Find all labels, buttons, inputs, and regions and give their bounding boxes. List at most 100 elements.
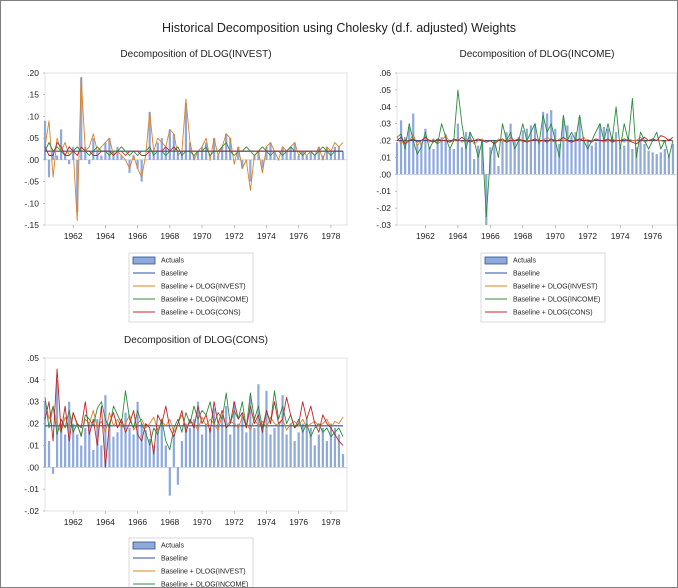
actuals-bar	[333, 427, 337, 468]
legend: Actuals Baseline Baseline + DLOG(INVEST) Ba…	[128, 537, 254, 588]
actuals-bar	[72, 423, 75, 468]
actuals-bar	[245, 432, 248, 468]
legend-entry-label: Baseline	[161, 271, 188, 278]
actuals-bar	[241, 159, 244, 169]
actuals-bar	[615, 132, 618, 175]
x-tick-label: 1966	[128, 517, 147, 527]
y-tick-label: .06	[379, 68, 391, 78]
actuals-bar	[273, 151, 276, 160]
actuals-bar	[550, 110, 553, 175]
actuals-bar	[590, 145, 593, 175]
y-tick-label: .00	[27, 155, 39, 165]
actuals-bar	[88, 423, 91, 468]
actuals-bar	[412, 113, 415, 175]
actuals-bar	[84, 427, 87, 468]
x-tick-label: 1966	[481, 231, 500, 241]
actuals-bar	[249, 397, 252, 468]
actuals-bar	[221, 146, 224, 160]
actuals-bar	[293, 441, 296, 468]
y-tick-label: .15	[27, 90, 39, 100]
actuals-bar	[156, 427, 159, 468]
legend-box	[480, 252, 606, 323]
actuals-bar	[281, 146, 284, 160]
actuals-bar	[285, 151, 288, 160]
actuals-bar	[43, 120, 47, 160]
actuals-bar	[448, 149, 451, 175]
actuals-bar	[464, 132, 468, 175]
actuals-bar	[546, 113, 549, 175]
actuals-bar	[144, 159, 147, 161]
actuals-bar	[261, 423, 264, 468]
figure-title: Historical Decomposition using Cholesky …	[161, 21, 517, 35]
actuals-bar	[610, 137, 614, 175]
actuals-bar	[120, 155, 123, 160]
actuals-bar	[116, 146, 119, 160]
actuals-bar	[420, 142, 423, 175]
actuals-bar	[505, 132, 508, 175]
actuals-bar	[59, 129, 63, 160]
actuals-bar	[440, 137, 443, 175]
actuals-bar	[68, 159, 71, 165]
y-tick-label: .05	[27, 353, 39, 363]
chart-panel-1: Decomposition of DLOG(INVEST) .20 .15 .10 .0…	[24, 49, 348, 323]
actuals-bar	[468, 132, 472, 175]
actuals-bar	[586, 138, 589, 175]
legend-entry-label: Baseline + DLOG(INCOME)	[161, 582, 248, 588]
actuals-bar	[100, 445, 103, 468]
baseline-dlog-invest-line	[44, 76, 344, 222]
legend-box	[128, 252, 254, 323]
y-tick-label: -.03	[376, 220, 391, 230]
legend-entry-label: Baseline + DLOG(INVEST)	[161, 569, 246, 576]
x-tick-label: 1974	[611, 231, 630, 241]
actuals-bar	[233, 401, 236, 468]
actuals-bar	[221, 419, 224, 468]
y-tick-label: .03	[379, 119, 391, 129]
actuals-bar	[329, 423, 333, 468]
actuals-bar	[493, 140, 496, 175]
actuals-bar	[301, 423, 304, 468]
actuals-bar	[317, 434, 320, 468]
x-tick-label: 1964	[96, 517, 115, 527]
actuals-bar	[513, 140, 516, 175]
y-tick-label: .02	[379, 136, 391, 146]
baseline-dlog-cons-line	[44, 142, 343, 156]
actuals-bar	[172, 434, 175, 468]
actuals-bar	[47, 159, 51, 178]
actuals-bar	[659, 152, 662, 175]
actuals-bar	[140, 159, 143, 182]
actuals-bar	[184, 423, 188, 468]
actuals-bar	[64, 434, 67, 468]
actuals-bar	[460, 147, 464, 175]
actuals-bar	[80, 445, 83, 468]
x-tick-label: 1968	[160, 231, 179, 241]
actuals-bar	[566, 125, 569, 175]
actuals-bar	[152, 445, 155, 468]
baseline-dlog-cons-line	[44, 368, 344, 468]
actuals-bar	[639, 138, 642, 175]
actuals-bar	[497, 165, 500, 175]
legend-entry-label: Actuals	[161, 258, 184, 265]
legend-entry-label: Actuals	[161, 543, 184, 550]
y-tick-label: -.05	[24, 177, 39, 187]
actuals-bar	[509, 123, 512, 175]
actuals-bar	[651, 152, 654, 175]
actuals-bar	[305, 155, 308, 160]
chart-title: Decomposition of DLOG(INVEST)	[120, 49, 271, 60]
actuals-bar	[452, 149, 455, 175]
actuals-bar	[269, 434, 272, 468]
y-tick-label: .03	[27, 397, 39, 407]
actuals-bar	[213, 408, 216, 468]
actuals-bar	[578, 116, 581, 175]
actuals-bar	[594, 142, 597, 175]
actuals-bar	[341, 454, 345, 468]
actuals-bar	[112, 436, 115, 468]
actuals-bar	[635, 147, 638, 175]
legend-entry-label: Baseline + DLOG(INVEST)	[513, 284, 598, 291]
legend-entry-label: Baseline	[161, 556, 188, 563]
actuals-bar	[456, 123, 459, 175]
actuals-bar	[570, 135, 573, 175]
actuals-bar	[217, 423, 220, 468]
actuals-bar	[436, 138, 439, 175]
x-tick-label: 1964	[448, 231, 467, 241]
actuals-bar	[337, 146, 341, 160]
